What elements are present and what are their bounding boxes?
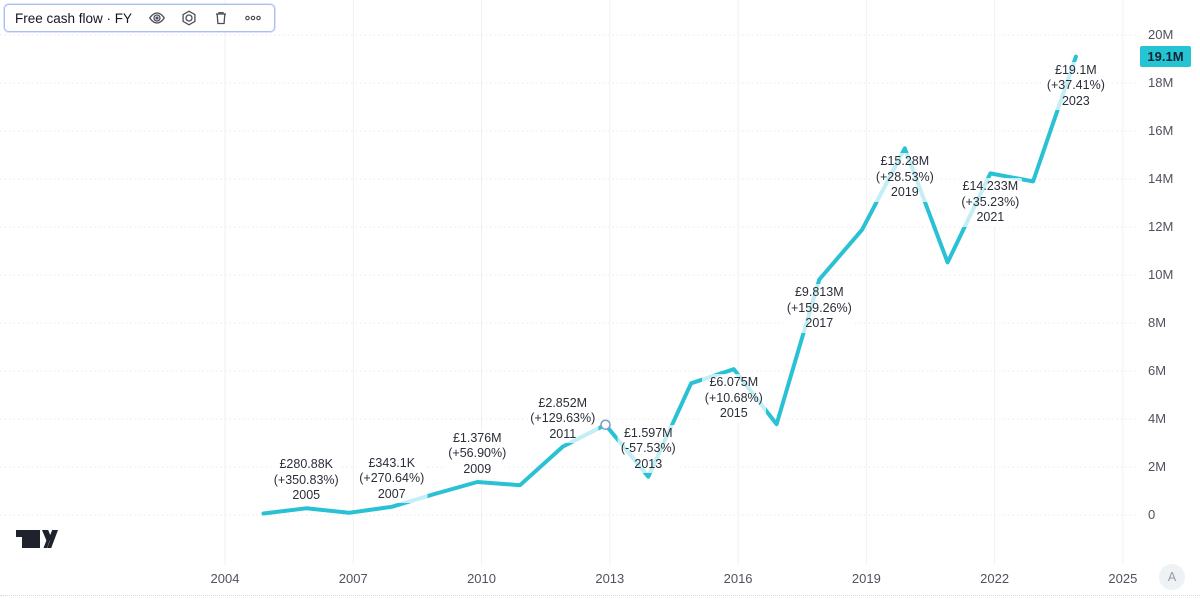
more-options-icon[interactable] xyxy=(240,7,266,29)
selected-point-marker[interactable] xyxy=(600,419,611,431)
price-axis-label: 4M xyxy=(1148,411,1167,426)
bottom-divider xyxy=(0,595,1200,596)
price-axis-label: 16M xyxy=(1148,123,1174,138)
data-point-label-2017[interactable]: £9.813M (+159.26%) 2017 xyxy=(783,284,855,333)
time-axis-label: 2004 xyxy=(210,571,240,586)
data-point-change: (+35.23%) xyxy=(961,194,1020,209)
data-point-label-2019[interactable]: £15.28M (+28.53%) 2019 xyxy=(872,153,937,202)
price-axis-label: 6M xyxy=(1148,363,1167,378)
price-axis-label: 12M xyxy=(1148,219,1174,234)
time-axis-label: 2025 xyxy=(1108,571,1138,586)
data-point-label-2023[interactable]: £19.1M (+37.41%) 2023 xyxy=(1043,61,1108,111)
price-axis-label: 0 xyxy=(1148,507,1156,522)
data-point-year: 2005 xyxy=(292,488,321,503)
indicator-title: Free cash flow · FY xyxy=(15,10,133,26)
last-value-badge: 19.1M xyxy=(1140,46,1191,68)
data-point-value: £1.597M xyxy=(623,425,673,440)
data-point-year: 2019 xyxy=(890,185,919,200)
time-axis-label: 2007 xyxy=(338,571,368,586)
data-point-year: 2007 xyxy=(377,486,406,501)
data-point-value: £15.28M xyxy=(880,154,930,169)
data-point-change: (+28.53%) xyxy=(875,169,934,184)
tradingview-logo[interactable] xyxy=(14,523,58,553)
data-point-change: (+129.63%) xyxy=(530,411,596,426)
data-point-year: 2009 xyxy=(463,461,492,476)
data-point-value: £343.1K xyxy=(368,455,416,470)
data-point-change: (-57.53%) xyxy=(620,441,676,456)
data-point-year: 2015 xyxy=(719,406,748,421)
data-point-value: £14.233M xyxy=(962,179,1019,194)
data-point-change: (+56.90%) xyxy=(448,446,507,461)
data-point-value: £2.852M xyxy=(538,395,588,410)
data-point-value: £9.813M xyxy=(794,285,844,300)
data-point-change: (+10.68%) xyxy=(704,390,763,405)
data-point-year: 2013 xyxy=(634,456,663,471)
visibility-icon[interactable] xyxy=(144,7,170,29)
delete-icon[interactable] xyxy=(208,7,234,29)
attribution-button[interactable]: A xyxy=(1159,564,1185,590)
data-point-label-2005[interactable]: £280.88K (+350.83%) 2005 xyxy=(270,456,342,505)
data-point-value: £6.075M xyxy=(709,375,759,390)
data-point-value: £1.376M xyxy=(452,430,502,445)
time-axis-label: 2013 xyxy=(595,571,625,586)
time-axis[interactable]: 2004 2007 2010 2013 2016 2019 2022 2025 xyxy=(0,566,1200,594)
data-point-change: (+37.41%) xyxy=(1046,78,1105,93)
price-axis-label: 14M xyxy=(1148,171,1174,186)
data-point-value: £19.1M xyxy=(1055,62,1097,77)
data-point-label-2013[interactable]: £1.597M (-57.53%) 2013 xyxy=(617,424,679,474)
data-point-year: 2017 xyxy=(805,316,834,331)
price-axis-label: 10M xyxy=(1148,267,1174,282)
data-point-change: (+350.83%) xyxy=(273,472,339,487)
price-axis[interactable]: 20M 18M 16M 14M 12M 10M 8M 6M 4M 2M 0 xyxy=(1140,0,1200,556)
data-point-value: £280.88K xyxy=(279,457,333,472)
data-point-change: (+159.26%) xyxy=(786,300,852,315)
data-point-year: 2021 xyxy=(976,210,1005,225)
time-axis-label: 2019 xyxy=(851,571,881,586)
indicator-legend[interactable]: Free cash flow · FY xyxy=(4,4,276,32)
price-axis-label: 8M xyxy=(1148,315,1167,330)
data-point-label-2007[interactable]: £343.1K (+270.64%) 2007 xyxy=(356,454,428,504)
data-point-label-2009[interactable]: £1.376M (+56.90%) 2009 xyxy=(445,429,510,479)
price-axis-label: 20M xyxy=(1148,27,1174,42)
data-point-year: 2011 xyxy=(549,426,577,441)
data-point-change: (+270.64%) xyxy=(359,471,425,486)
data-point-year: 2023 xyxy=(1061,93,1090,108)
time-axis-label: 2016 xyxy=(723,571,753,586)
data-point-label-2011[interactable]: £2.852M (+129.63%) 2011 xyxy=(527,394,599,444)
time-axis-label: 2022 xyxy=(980,571,1010,586)
settings-icon[interactable] xyxy=(176,7,202,29)
price-axis-label: 18M xyxy=(1148,75,1174,90)
data-point-label-2021[interactable]: £14.233M (+35.23%) 2021 xyxy=(958,178,1023,227)
time-axis-label: 2010 xyxy=(467,571,496,586)
price-axis-label: 2M xyxy=(1148,459,1167,474)
data-point-label-2015[interactable]: £6.075M (+10.68%) 2015 xyxy=(701,374,766,423)
